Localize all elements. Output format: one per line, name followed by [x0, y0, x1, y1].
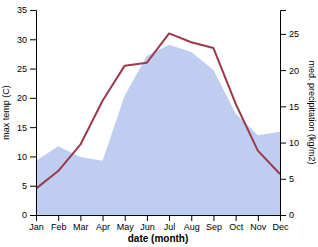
x-axis-title: date (month)	[128, 233, 189, 244]
tick-mark	[280, 70, 286, 71]
tick-mark	[30, 39, 36, 40]
tick-label: Oct	[229, 222, 244, 232]
tick: Mar	[73, 215, 89, 232]
x-axis: Jan Feb Mar Apr May Jun Jul Aug Sep Oct Nov Dec	[29, 215, 289, 232]
tick: 10	[17, 152, 36, 162]
tick-mark	[213, 215, 214, 221]
tick: 5	[22, 181, 36, 191]
chart: JanFebMarAprMayJunJulAugSepOctNovDec0510…	[0, 0, 318, 247]
tick: 20	[17, 93, 36, 103]
tick: 30	[17, 35, 36, 45]
tick-label: Nov	[250, 222, 267, 232]
tick: 25	[280, 29, 299, 39]
tick-mark	[280, 143, 286, 144]
area	[36, 45, 280, 215]
tick-label: 10	[289, 138, 299, 148]
tick: 10	[280, 138, 299, 148]
tick-label: May	[117, 222, 135, 232]
tick-mark	[30, 10, 36, 11]
tick-label: 25	[289, 29, 299, 39]
tick-label: 10	[17, 152, 27, 162]
tick-mark	[30, 186, 36, 187]
tick-mark	[236, 215, 237, 221]
tick-mark	[169, 215, 170, 221]
tick: 5	[280, 174, 294, 184]
tick-label: 5	[22, 181, 27, 191]
tick: Jul	[164, 215, 176, 232]
tick: Jan	[29, 215, 44, 232]
axis-line	[281, 11, 287, 216]
tick-mark	[125, 215, 126, 221]
tick-mark	[280, 179, 286, 180]
tick: Feb	[51, 215, 67, 232]
tick-mark	[280, 215, 286, 216]
tick-mark	[30, 156, 36, 157]
tick-label: 0	[289, 210, 294, 220]
tick-label: 30	[17, 35, 27, 45]
tick: 15	[17, 123, 36, 133]
tick-label: 20	[17, 93, 27, 103]
axis-line	[37, 216, 281, 222]
tick-label: Jun	[140, 222, 155, 232]
tick-mark	[280, 34, 286, 35]
tick: Jun	[140, 215, 155, 232]
plot: JanFebMarAprMayJunJulAugSepOctNovDec0510…	[17, 5, 299, 232]
tick-label: 15	[17, 123, 27, 133]
tick: 25	[17, 64, 36, 74]
tick-mark	[147, 215, 148, 221]
tick-mark	[103, 215, 104, 221]
line	[36, 33, 280, 188]
tick-label: Jul	[164, 222, 176, 232]
tick-label: Aug	[184, 222, 200, 232]
axis-line	[30, 11, 37, 216]
y-axis-title: max temp (C)	[1, 85, 11, 140]
y2-axis-title: med. precipitation (kg/m2)	[307, 60, 317, 164]
tick: 15	[280, 102, 299, 112]
tick-mark	[80, 215, 81, 221]
tick: Aug	[184, 215, 200, 232]
tick: Apr	[96, 215, 110, 232]
tick-mark	[280, 106, 286, 107]
tick-mark	[30, 127, 36, 128]
tick: 0	[280, 210, 294, 220]
tick-label: 0	[22, 210, 27, 220]
tick: Dec	[272, 215, 289, 232]
marks	[36, 33, 280, 215]
tick-mark	[30, 98, 36, 99]
y2-axis: 0 5 10 15 20 25	[280, 11, 299, 221]
tick: Oct	[229, 215, 244, 232]
tick: 0	[22, 210, 36, 220]
tick-label: Dec	[272, 222, 289, 232]
tick-label: 20	[289, 66, 299, 76]
tick-mark	[58, 215, 59, 221]
tick-label: Jan	[29, 222, 44, 232]
tick-label: 5	[289, 174, 294, 184]
tick-label: Feb	[51, 222, 67, 232]
tick-label: 15	[289, 102, 299, 112]
tick-label: 25	[17, 64, 27, 74]
tick-mark	[30, 69, 36, 70]
tick-mark	[30, 215, 36, 216]
tick: May	[117, 215, 135, 232]
tick: 20	[280, 66, 299, 76]
tick: Nov	[250, 215, 267, 232]
tick-mark	[191, 215, 192, 221]
tick: 35	[17, 5, 36, 15]
tick: Sep	[206, 215, 222, 232]
tick-mark	[258, 215, 259, 221]
tick-label: Sep	[206, 222, 222, 232]
tick-label: 35	[17, 5, 27, 15]
y-axis: 0 5 10 15 20 25 30 35	[17, 5, 37, 220]
tick-label: Apr	[96, 222, 110, 232]
tick-label: Mar	[73, 222, 89, 232]
